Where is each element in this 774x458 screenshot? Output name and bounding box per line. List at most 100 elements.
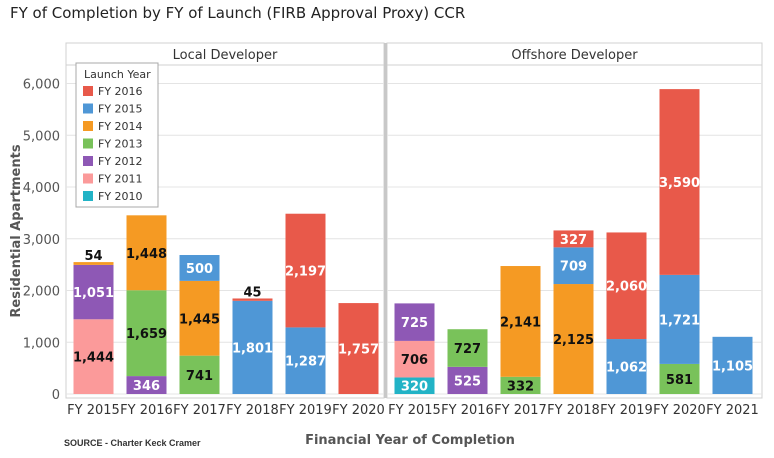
data-label: 1,721 [659,313,700,328]
legend-swatch [83,191,93,201]
data-label: 1,062 [606,361,647,376]
legend-label: FY 2011 [98,173,143,186]
x-tick-label: FY 2018 [547,403,600,418]
x-tick-label: FY 2019 [279,403,332,418]
source-note: SOURCE - Charter Keck Cramer [64,438,201,448]
bar-segment [232,298,273,301]
y-tick-label: 5,000 [23,129,60,144]
bar-segment [394,303,435,341]
bar-segment [179,280,220,356]
legend-label: FY 2012 [98,155,143,168]
x-tick-label: FY 2017 [494,403,547,418]
data-label: 706 [401,353,428,368]
y-tick-label: 6,000 [23,78,60,93]
bar-segment [659,363,700,394]
legend-swatch [83,86,93,96]
data-label: 346 [133,379,160,394]
x-tick-label: FY 2021 [706,403,759,418]
data-label: 1,287 [285,355,326,370]
data-label: 332 [507,379,534,394]
bar-segment [394,340,435,378]
legend-label: FY 2013 [98,138,143,151]
legend-swatch [83,103,93,114]
data-label: 1,801 [232,341,273,356]
bar-segment [659,274,700,364]
x-tick-label: FY 2019 [600,403,653,418]
bar-segment [73,319,114,394]
data-label: 2,197 [285,265,326,280]
x-tick-label: FY 2015 [67,403,120,418]
data-label: 709 [560,260,587,275]
legend-label: FY 2016 [98,85,143,98]
y-tick-label: 4,000 [23,181,60,196]
data-label: 54 [84,249,102,264]
bar-segment [73,262,114,265]
x-tick-label: FY 2016 [441,403,494,418]
data-label: 2,125 [553,333,594,348]
bar-segment [232,300,273,394]
y-tick-label: 2,000 [23,285,60,300]
bar-segment [500,376,541,394]
x-tick-label: FY 2015 [388,403,441,418]
y-tick-label: 1,000 [23,336,60,351]
legend-swatch [83,156,93,166]
data-label: 581 [666,373,693,388]
x-tick-label: FY 2017 [173,403,226,418]
bar-segment [712,336,753,394]
bar-segment [553,247,594,285]
data-label: 525 [454,374,481,389]
legend-swatch [83,138,93,149]
x-tick-label: FY 2018 [226,403,279,418]
bar-segment [126,290,167,377]
data-label: 45 [243,285,261,300]
bar-segment [338,303,379,394]
data-label: 741 [186,369,213,384]
y-tick-label: 3,000 [23,233,60,248]
y-axis-label: Residential Apartments [9,144,24,317]
bar-segment [447,329,488,367]
data-label: 327 [560,233,587,248]
panel-title: Offshore Developer [511,48,638,63]
legend-label: FY 2015 [98,103,143,116]
bar-segment [394,377,435,394]
legend-label: FY 2014 [98,120,143,133]
data-label: 3,590 [659,176,700,191]
data-label: 2,060 [606,280,647,295]
bar-segment [553,284,594,394]
bar-segment [606,339,647,394]
data-label: 725 [401,316,428,331]
data-label: 2,141 [500,315,541,330]
data-label: 1,659 [126,327,167,342]
bar-segment [126,376,167,394]
x-tick-label: FY 2016 [120,403,173,418]
data-label: 500 [186,262,213,277]
legend-swatch [83,173,93,184]
bar-segment [73,264,114,320]
bar-segment [179,255,220,281]
bar-segment [126,215,167,291]
bar-segment [285,213,326,328]
x-tick-label: FY 2020 [332,403,385,418]
chart-title: FY of Completion by FY of Launch (FIRB A… [10,4,466,22]
data-label: 320 [401,380,428,395]
data-label: 1,444 [73,351,114,366]
bar-segment [447,366,488,394]
bar-segment [606,232,647,340]
panel-separator [384,43,387,398]
legend-label: FY 2010 [98,190,143,203]
bar-segment [179,355,220,394]
panel-title: Local Developer [173,48,278,63]
bar-segment [659,89,700,275]
legend-title: Launch Year [84,68,151,81]
legend-swatch [83,121,93,131]
bar-segment [285,327,326,394]
data-label: 1,105 [712,359,753,374]
y-tick-label: 0 [52,388,60,403]
bar-segment [500,266,541,377]
data-label: 1,445 [179,312,220,327]
data-label: 1,051 [73,286,114,301]
data-label: 1,448 [126,247,167,262]
x-tick-label: FY 2020 [653,403,706,418]
data-label: 1,757 [338,343,379,358]
